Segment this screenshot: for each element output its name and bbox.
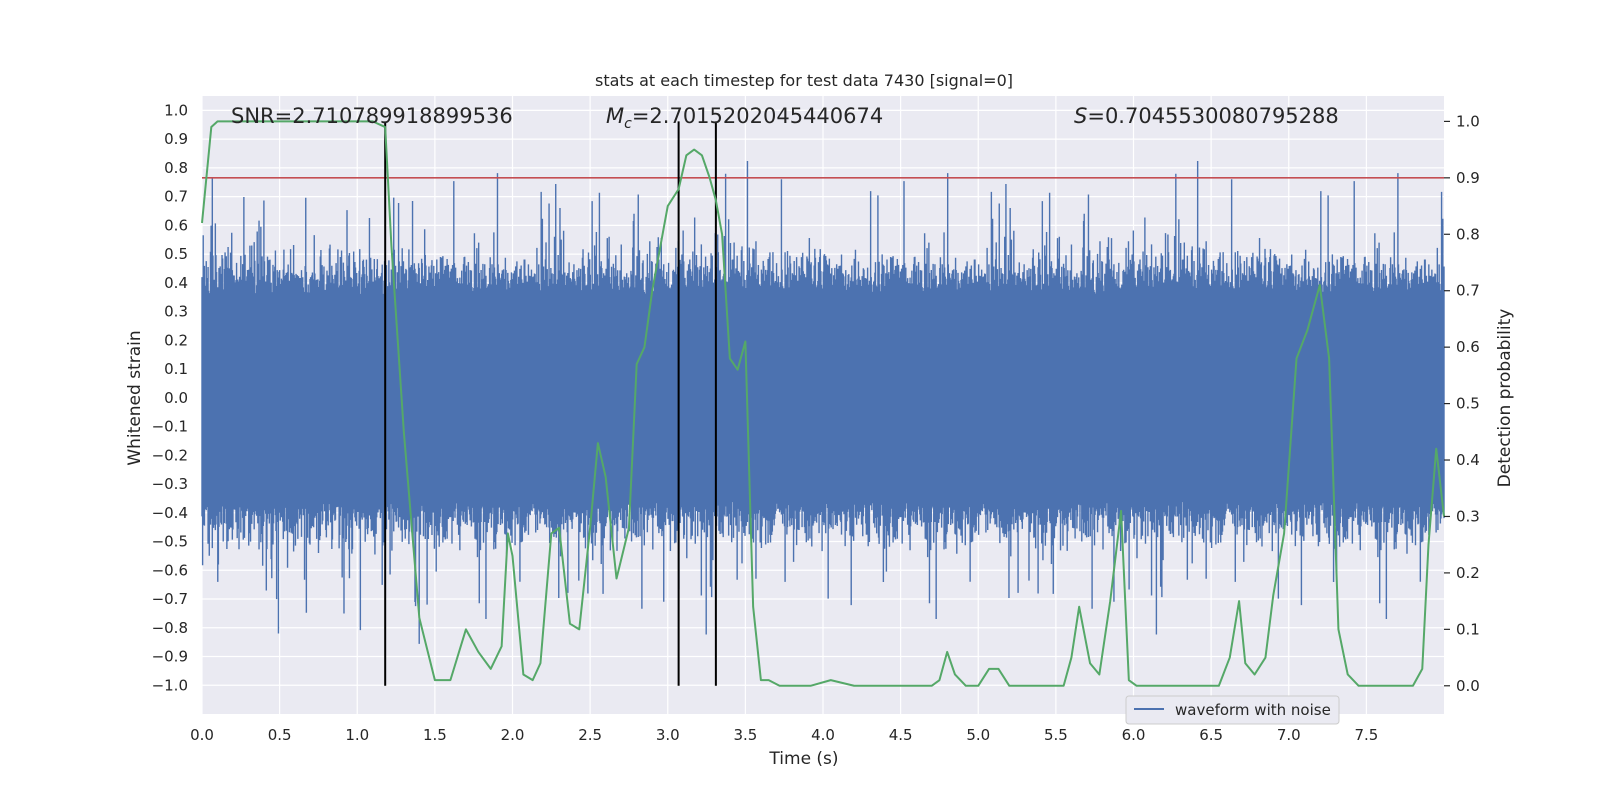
- y-right-axis-label: Detection probability: [1495, 309, 1515, 488]
- y-left-axis-label: Whitened strain: [125, 330, 145, 465]
- y-right-tick-label: 0.4: [1456, 451, 1480, 469]
- y-left-tick-label: −0.2: [152, 446, 188, 464]
- legend: waveform with noise: [1125, 695, 1340, 725]
- x-tick-label: 1.5: [423, 726, 447, 744]
- s-value: =0.7045530080795288: [1087, 104, 1338, 128]
- x-tick-label: 6.5: [1199, 726, 1223, 744]
- waveform-series: [201, 161, 1445, 644]
- y-left-tick-label: −0.3: [152, 475, 188, 493]
- y-left-axis-ticks: 1.0 0.9 0.8 0.7 0.6 0.5 0.4 0.3 0.2 0.1 0.0 −0.1 −0.…: [152, 101, 188, 694]
- legend-label: waveform with noise: [1175, 701, 1331, 719]
- probability-line: [201, 120, 1445, 687]
- y-right-tick-label: 0.5: [1456, 395, 1480, 413]
- y-left-tick-label: 0.8: [164, 159, 188, 177]
- y-left-tick-label: 1.0: [164, 101, 188, 119]
- y-left-tick-label: 0.9: [164, 130, 188, 148]
- y-right-tick-label: 0.6: [1456, 338, 1480, 356]
- y-left-tick-label: −0.5: [152, 533, 188, 551]
- chirp-mass-annotation: Mc=2.7015202045440674: [606, 104, 883, 132]
- x-axis-ticks: 0.0 0.5 1.0 1.5 2.0 2.5 3.0 3.5 4.0 4.5 5.0 5.5 6.0 6…: [190, 726, 1378, 744]
- y-right-tick-label: 0.2: [1456, 564, 1480, 582]
- chirp-mass-subscript: c: [624, 116, 632, 132]
- y-right-tick-label: 0.1: [1456, 620, 1480, 638]
- y-right-tick-label: 0.8: [1456, 225, 1480, 243]
- x-tick-label: 0.5: [268, 726, 292, 744]
- y-right-tick-label: 0.9: [1456, 169, 1480, 187]
- y-left-tick-label: −0.8: [152, 619, 188, 637]
- y-left-tick-label: −1.0: [152, 676, 188, 694]
- y-left-tick-label: 0.4: [164, 274, 188, 292]
- x-tick-label: 3.0: [656, 726, 680, 744]
- y-left-tick-label: 0.7: [164, 188, 188, 206]
- waveform-line: [201, 161, 1445, 644]
- s-symbol: S: [1074, 104, 1087, 128]
- y-right-tick-label: 0.3: [1456, 507, 1480, 525]
- x-tick-label: 0.0: [190, 726, 214, 744]
- chart-title: stats at each timestep for test data 743…: [595, 71, 1013, 90]
- event-vertical-lines: [384, 121, 717, 686]
- x-tick-label: 2.0: [501, 726, 525, 744]
- x-tick-label: 7.5: [1354, 726, 1378, 744]
- x-tick-label: 3.5: [733, 726, 757, 744]
- y-left-tick-label: 0.1: [164, 360, 188, 378]
- y-left-tick-label: −0.9: [152, 648, 188, 666]
- x-tick-label: 4.5: [889, 726, 913, 744]
- snr-annotation: SNR=2.710789918899536: [231, 104, 513, 128]
- x-tick-label: 6.0: [1122, 726, 1146, 744]
- y-right-tick-label: 0.7: [1456, 282, 1480, 300]
- x-tick-label: 7.0: [1277, 726, 1301, 744]
- s-annotation: S=0.7045530080795288: [1074, 104, 1339, 128]
- y-right-tick-label: 0.0: [1456, 677, 1480, 695]
- y-left-tick-label: −0.4: [152, 504, 188, 522]
- x-axis-label: Time (s): [768, 749, 838, 769]
- y-left-tick-label: −0.7: [152, 590, 188, 608]
- y-right-axis-ticks: 1.0 0.9 0.8 0.7 0.6 0.5 0.4 0.3 0.2 0.1 0.0: [1444, 112, 1480, 695]
- y-right-tick-label: 1.0: [1456, 112, 1480, 130]
- x-tick-label: 5.5: [1044, 726, 1068, 744]
- chirp-mass-symbol: M: [606, 104, 624, 128]
- x-tick-label: 2.5: [578, 726, 602, 744]
- legend-box: [1125, 695, 1340, 725]
- y-left-tick-label: 0.3: [164, 303, 188, 321]
- y-left-tick-label: −0.1: [152, 418, 188, 436]
- x-tick-label: 4.0: [811, 726, 835, 744]
- x-tick-label: 5.0: [966, 726, 990, 744]
- y-left-tick-label: 0.6: [164, 216, 188, 234]
- probability-series: [201, 120, 1445, 687]
- x-tick-label: 1.0: [345, 726, 369, 744]
- y-left-tick-label: −0.6: [152, 561, 188, 579]
- y-left-tick-label: 0.0: [164, 389, 188, 407]
- y-left-tick-label: 0.5: [164, 245, 188, 263]
- y-left-tick-label: 0.2: [164, 331, 188, 349]
- chirp-mass-value: =2.7015202045440674: [632, 104, 883, 128]
